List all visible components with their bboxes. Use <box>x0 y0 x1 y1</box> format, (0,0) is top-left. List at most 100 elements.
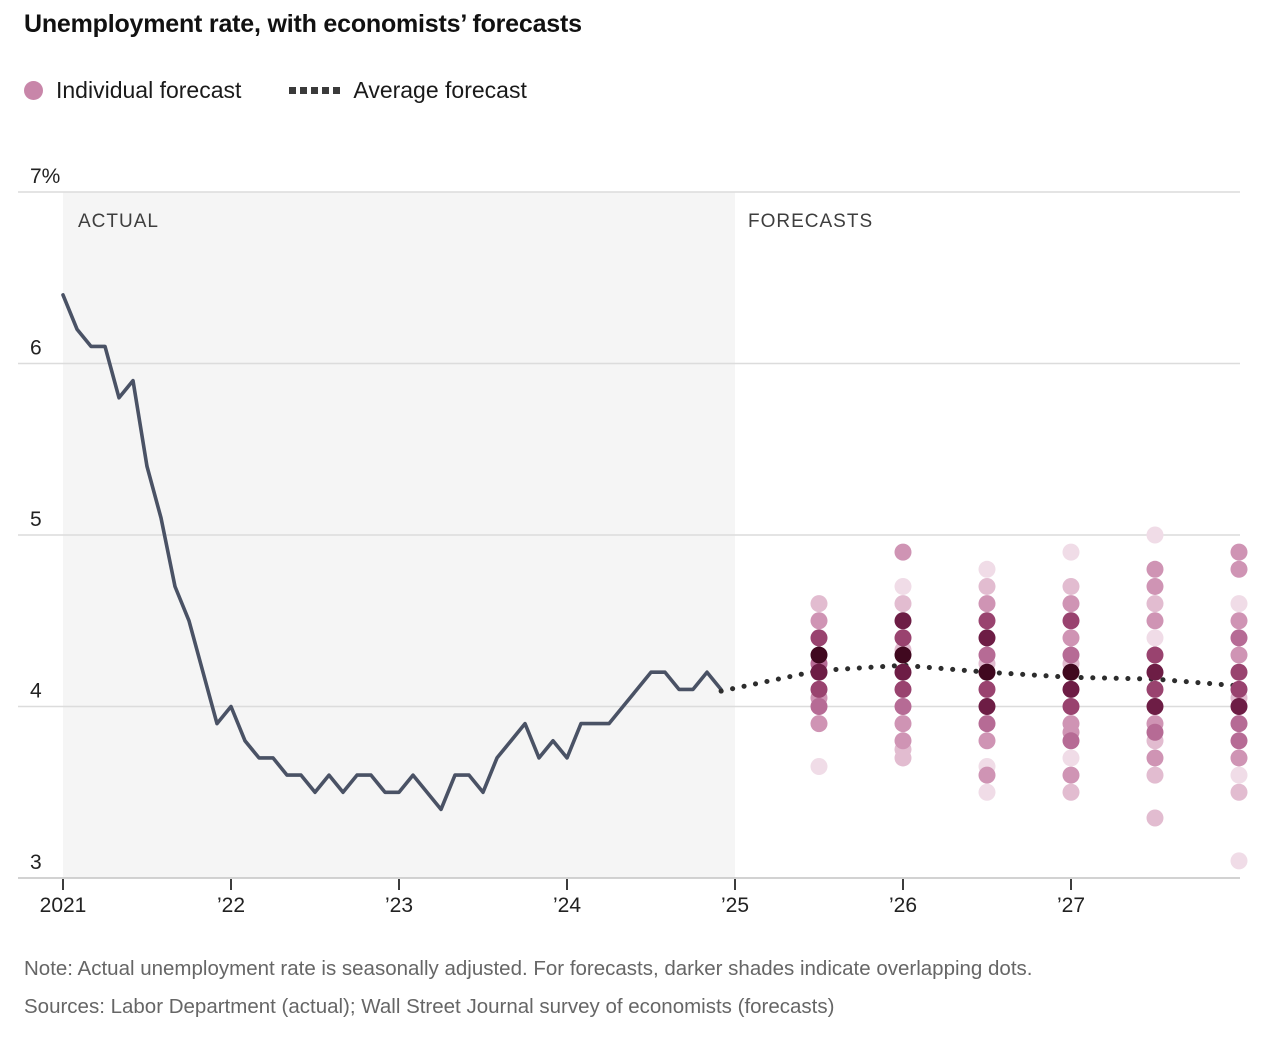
individual-forecast-dot <box>978 698 996 715</box>
individual-forecast-dot <box>978 663 996 681</box>
individual-forecast-dot <box>1230 698 1248 715</box>
individual-forecast-dot <box>810 698 828 715</box>
individual-forecast-dot <box>1062 680 1080 698</box>
individual-forecast-dot <box>810 646 828 664</box>
individual-forecast-dot <box>810 595 828 613</box>
x-tick-label: ’26 <box>889 894 917 917</box>
individual-forecast-dot <box>1062 783 1080 801</box>
x-tick-label: ’22 <box>217 894 245 917</box>
individual-forecast-dot <box>894 577 912 595</box>
individual-forecast-dot <box>1230 646 1248 664</box>
individual-forecast-dot <box>1062 663 1080 681</box>
gridlines <box>18 191 1240 879</box>
individual-forecast-dot <box>1230 543 1248 561</box>
forecast-column <box>894 543 912 767</box>
x-axis-labels: 2021 ’22 ’23 ’24 ’25 ’26 ’27 <box>40 894 1085 917</box>
individual-forecast-dot <box>810 680 828 698</box>
individual-forecast-dot <box>1230 852 1248 870</box>
y-tick-label: 5 <box>30 508 42 531</box>
x-tick-label: ’24 <box>553 894 581 917</box>
footer-note: Note: Actual unemployment rate is season… <box>24 957 1033 980</box>
individual-forecast-dot <box>810 612 828 630</box>
individual-forecast-dot <box>1062 577 1080 595</box>
legend-average-label: Average forecast <box>353 77 527 103</box>
individual-forecast-dot <box>1230 715 1248 733</box>
individual-forecast-dot <box>978 732 996 750</box>
individual-forecast-dot <box>978 577 996 595</box>
individual-forecast-dot <box>978 646 996 664</box>
actual-region-label: ACTUAL <box>78 211 159 232</box>
individual-forecast-dot <box>894 663 912 681</box>
individual-forecast-dot <box>1146 723 1164 741</box>
individual-forecast-dot <box>1146 629 1164 647</box>
forecast-column <box>810 595 828 776</box>
y-tick-label: 6 <box>30 337 42 360</box>
legend-item-individual: Individual forecast <box>24 77 241 104</box>
individual-forecast-dot <box>894 595 912 613</box>
individual-forecast-dot <box>978 595 996 613</box>
individual-forecast-dot <box>1062 698 1080 715</box>
individual-forecast-dot <box>1062 612 1080 630</box>
individual-forecast-dot <box>1146 749 1164 767</box>
y-tick-label: 3 <box>30 851 42 874</box>
individual-forecast-dot <box>1062 715 1080 733</box>
x-tick-label: ’27 <box>1057 894 1085 917</box>
individual-forecast-dot <box>810 663 828 681</box>
individual-forecast-dot <box>978 680 996 698</box>
forecast-column <box>1230 543 1248 870</box>
forecast-column <box>1146 526 1164 827</box>
individual-forecast-dot <box>1146 595 1164 613</box>
legend-item-average: Average forecast <box>289 77 527 104</box>
individual-forecast-dot <box>1230 595 1248 613</box>
individual-forecast-dot <box>894 732 912 750</box>
individual-forecast-dot <box>1146 766 1164 784</box>
individual-forecast-dot <box>810 629 828 647</box>
individual-forecast-dot <box>1146 680 1164 698</box>
individual-forecast-dot <box>1146 646 1164 664</box>
x-tick-label: 2021 <box>40 894 87 917</box>
individual-forecast-dot <box>1146 809 1164 827</box>
actual-line <box>61 293 723 812</box>
individual-forecast-dot <box>978 715 996 733</box>
x-tick-label: ’23 <box>385 894 413 917</box>
individual-forecast-dot <box>978 766 996 784</box>
individual-forecast-dot <box>978 783 996 801</box>
individual-forecast-dot <box>1230 629 1248 647</box>
individual-forecast-dot <box>1230 612 1248 630</box>
average-forecast-dash-icon <box>289 87 341 94</box>
y-tick-label: 4 <box>30 680 42 703</box>
individual-forecast-dot <box>1230 663 1248 681</box>
chart-footer: Note: Actual unemployment rate is season… <box>24 950 1264 1026</box>
x-axis-ticks <box>62 879 1072 890</box>
individual-forecast-dot <box>1146 663 1164 681</box>
individual-forecast-dot <box>894 629 912 647</box>
forecast-dots <box>810 526 1248 870</box>
individual-forecast-dot <box>978 560 996 578</box>
individual-forecast-dot <box>1146 698 1164 715</box>
individual-forecast-dot <box>810 715 828 733</box>
individual-forecast-dot <box>1146 526 1164 544</box>
individual-forecast-dot <box>1062 595 1080 613</box>
individual-forecast-dot <box>894 698 912 715</box>
individual-forecast-dot <box>894 680 912 698</box>
individual-forecast-dot <box>1146 612 1164 630</box>
individual-forecast-dot <box>1230 766 1248 784</box>
individual-forecast-dot <box>1230 749 1248 767</box>
individual-forecast-dot <box>1062 646 1080 664</box>
region-labels: ACTUAL FORECASTS <box>78 211 872 232</box>
chart-title: Unemployment rate, with economists’ fore… <box>24 10 582 38</box>
y-axis-labels: 7% 6 5 4 3 <box>30 165 60 874</box>
y-tick-label: 7% <box>30 165 60 188</box>
individual-forecast-dot <box>978 629 996 647</box>
chart-legend: Individual forecast Average forecast <box>24 77 527 104</box>
individual-forecast-dot <box>1062 629 1080 647</box>
individual-forecast-dot-icon <box>24 81 43 100</box>
individual-forecast-dot <box>1062 732 1080 750</box>
individual-forecast-dot <box>894 543 912 561</box>
individual-forecast-dot <box>894 715 912 733</box>
individual-forecast-dot <box>1062 766 1080 784</box>
individual-forecast-dot <box>1230 783 1248 801</box>
individual-forecast-dot <box>1062 749 1080 767</box>
